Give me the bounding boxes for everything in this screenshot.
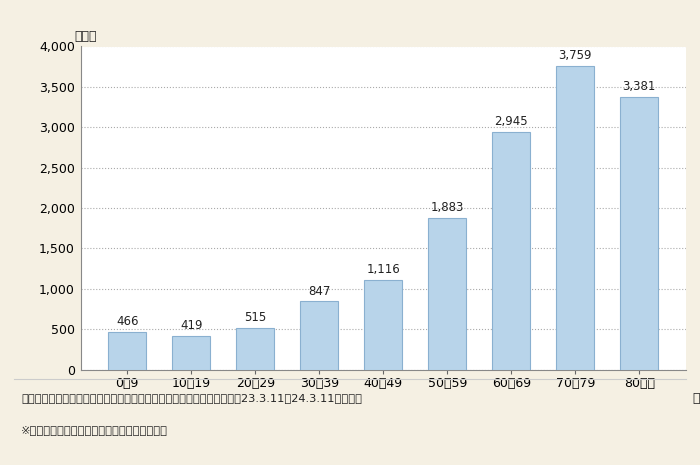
Bar xyxy=(620,97,659,370)
Text: （人）: （人） xyxy=(74,30,97,43)
Bar xyxy=(492,132,531,370)
Bar xyxy=(428,218,466,370)
Text: 3,759: 3,759 xyxy=(559,49,592,62)
Text: 515: 515 xyxy=(244,312,267,325)
Bar xyxy=(108,332,146,370)
Text: 466: 466 xyxy=(116,315,139,328)
Text: 2,945: 2,945 xyxy=(494,115,528,128)
Bar xyxy=(236,328,274,370)
Text: ※検視等を終えて年齢が判明している者を集計: ※検視等を終えて年齢が判明している者を集計 xyxy=(21,425,168,436)
Text: 847: 847 xyxy=(308,285,330,298)
Text: （歳）: （歳） xyxy=(692,392,700,405)
Text: 3,381: 3,381 xyxy=(622,80,656,93)
Bar xyxy=(172,336,211,370)
Bar xyxy=(364,279,402,370)
Text: 資料：警察庁「東北地方太平洋沖地震による死者の死因等について」『23.3.11～24.3.11』」より: 資料：警察庁「東北地方太平洋沖地震による死者の死因等について」『23.3.11～… xyxy=(21,393,362,403)
Bar xyxy=(556,66,594,370)
Text: 1,883: 1,883 xyxy=(430,201,464,214)
Text: 1,116: 1,116 xyxy=(366,263,400,276)
Bar xyxy=(300,301,338,370)
Text: 419: 419 xyxy=(180,319,202,332)
